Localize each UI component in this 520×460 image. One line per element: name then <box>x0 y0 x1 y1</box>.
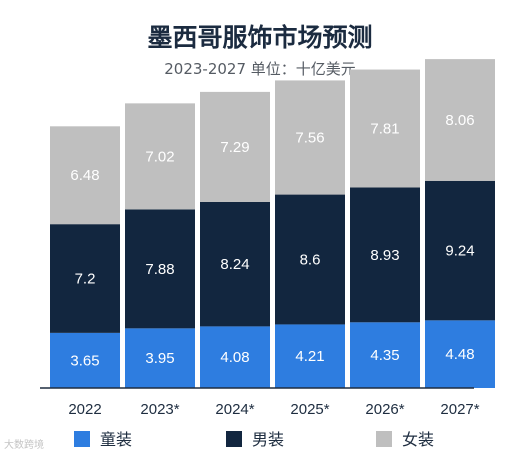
data-label: 9.24 <box>445 243 474 260</box>
x-axis-ticks: 2022 2023* 2024* 2025* 2026* 2027* <box>68 401 479 418</box>
data-label: 3.65 <box>70 352 99 369</box>
x-tick-label: 2023* <box>140 401 179 418</box>
bar-segment-男装-2026* <box>350 187 420 323</box>
bar-segment-男装-2027* <box>425 180 495 321</box>
bar-segment-童装-2023* <box>125 328 195 388</box>
legend: 童装 男装 女装 <box>74 430 434 449</box>
x-tick-label: 2027* <box>440 401 479 418</box>
bar-segment-男装-2022 <box>50 224 120 333</box>
data-label: 8.06 <box>445 112 474 129</box>
bar-segment-童装-2027* <box>425 320 495 388</box>
bar-segment-女装-2025* <box>275 80 345 195</box>
bar-segment-童装-2024* <box>200 326 270 388</box>
data-label: 7.29 <box>220 139 249 156</box>
bar-segment-童装-2025* <box>275 324 345 388</box>
x-tick-label: 2022 <box>68 401 101 418</box>
data-label: 7.02 <box>145 148 174 165</box>
chart-subtitle: 2023-2027 单位：十亿美元 <box>164 60 356 78</box>
data-label: 6.48 <box>70 167 99 184</box>
bar-segment-童装-2026* <box>350 322 420 388</box>
bars-layer: 3.65 7.2 6.48 3.95 7.88 7.02 4.08 8.24 7.29 4.21 8… <box>50 59 495 388</box>
data-label: 7.88 <box>145 261 174 278</box>
legend-label: 女装 <box>402 430 434 449</box>
data-label: 8.93 <box>370 247 399 264</box>
data-label: 4.21 <box>295 348 324 365</box>
x-tick-label: 2026* <box>365 401 404 418</box>
bar-segment-童装-2022 <box>50 332 120 388</box>
watermark: 大数跨境 <box>4 440 44 451</box>
x-tick-label: 2024* <box>215 401 254 418</box>
bar-segment-女装-2022 <box>50 126 120 225</box>
bar-segment-女装-2023* <box>125 103 195 210</box>
bar-segment-女装-2026* <box>350 69 420 188</box>
chart-title: 墨西哥服饰市场预测 <box>147 23 373 52</box>
bar-segment-女装-2024* <box>200 91 270 202</box>
data-label: 4.48 <box>445 346 474 363</box>
bar-segment-男装-2023* <box>125 209 195 329</box>
data-label: 4.35 <box>370 347 399 364</box>
legend-label: 童装 <box>100 430 132 449</box>
bar-segment-女装-2027* <box>425 59 495 181</box>
data-label: 4.08 <box>220 349 249 366</box>
legend-swatch-童装 <box>74 431 90 447</box>
legend-label: 男装 <box>252 430 284 449</box>
data-label: 7.2 <box>75 271 96 288</box>
data-label: 7.56 <box>295 129 324 146</box>
data-label: 8.24 <box>220 256 249 273</box>
bar-segment-男装-2025* <box>275 194 345 325</box>
legend-swatch-男装 <box>226 431 242 447</box>
x-tick-label: 2025* <box>290 401 329 418</box>
bar-segment-男装-2024* <box>200 201 270 327</box>
data-label: 3.95 <box>145 350 174 367</box>
legend-swatch-女装 <box>376 431 392 447</box>
data-label: 7.81 <box>370 121 399 138</box>
data-label: 8.6 <box>300 251 321 268</box>
